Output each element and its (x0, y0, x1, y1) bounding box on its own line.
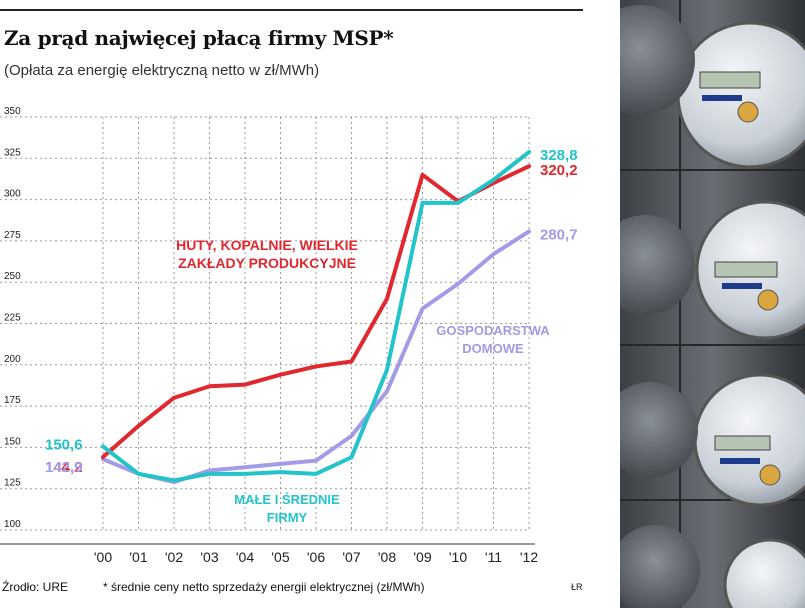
footnote: * średnie ceny netto sprzedaży energii e… (103, 580, 425, 594)
x-tick-label: '07 (342, 549, 360, 565)
y-tick-label: 275 (4, 230, 21, 241)
series-lines (101, 150, 531, 485)
series-name-label: MAŁE I ŚREDNIE (234, 492, 340, 507)
series-line (101, 150, 531, 483)
y-tick-label: 200 (4, 354, 21, 365)
y-tick-label: 100 (4, 519, 21, 530)
line-chart: 100 125 150 175 200 225 250 275 300 325 350 '00 '01… (0, 106, 578, 565)
x-tick-label: '12 (520, 549, 538, 565)
x-tick-label: '11 (485, 549, 502, 565)
x-tick-label: '09 (413, 549, 431, 565)
end-value-label: 328,8 (540, 147, 578, 164)
x-tick-label: '08 (378, 549, 396, 565)
series-name-label: GOSPODARSTWA (436, 323, 550, 338)
y-tick-label: 300 (4, 189, 21, 200)
start-value-label: 150,6 (45, 436, 83, 453)
top-rule (0, 9, 583, 11)
start-value-label: 142,9 (45, 459, 83, 476)
chart-subtitle: (Opłata za energię elektryczną netto w z… (4, 62, 320, 79)
y-axis: 100 125 150 175 200 225 250 275 300 325 350 (4, 106, 21, 530)
y-tick-label: 150 (4, 436, 21, 447)
series-name-label: HUTY, KOPALNIE, WIELKIE (176, 237, 358, 253)
start-value-label: 144,2 (45, 459, 83, 476)
x-tick-label: '05 (271, 549, 289, 565)
y-tick-label: 225 (4, 313, 21, 324)
source-note: Źrodło: URE (2, 580, 69, 594)
author-credit: ŁR (571, 582, 583, 592)
data-labels: 144,2 320,2 150,6 328,8 142,9 280,7 HUTY, KOPA… (45, 147, 578, 525)
series-name-label: ZAKŁADY PRODUKCYJNE (178, 255, 356, 271)
series-name-label: FIRMY (267, 510, 308, 525)
chart-grid (0, 116, 530, 531)
x-tick-label: '01 (129, 549, 147, 565)
x-tick-label: '00 (94, 549, 112, 565)
electric-meters-photo (620, 0, 805, 608)
y-tick-label: 325 (4, 147, 21, 158)
x-tick-label: '02 (165, 549, 183, 565)
x-tick-label: '04 (236, 549, 254, 565)
x-axis: '00 '01 '02 '03 '04 '05 '06 '07 '08 '09 '10 '11 '12 (0, 543, 538, 565)
y-tick-label: 175 (4, 395, 21, 406)
y-tick-label: 125 (4, 478, 21, 489)
x-tick-label: '03 (200, 549, 218, 565)
end-value-label: 280,7 (540, 226, 578, 243)
y-tick-label: 250 (4, 271, 21, 282)
x-tick-label: '06 (307, 549, 325, 565)
x-tick-label: '10 (449, 549, 467, 565)
series-name-label: DOMOWE (462, 341, 524, 356)
chart-title: Za prąd najwięcej płacą firmy MSP* (4, 26, 394, 50)
end-value-label: 320,2 (540, 162, 578, 179)
y-tick-label: 350 (4, 106, 21, 117)
